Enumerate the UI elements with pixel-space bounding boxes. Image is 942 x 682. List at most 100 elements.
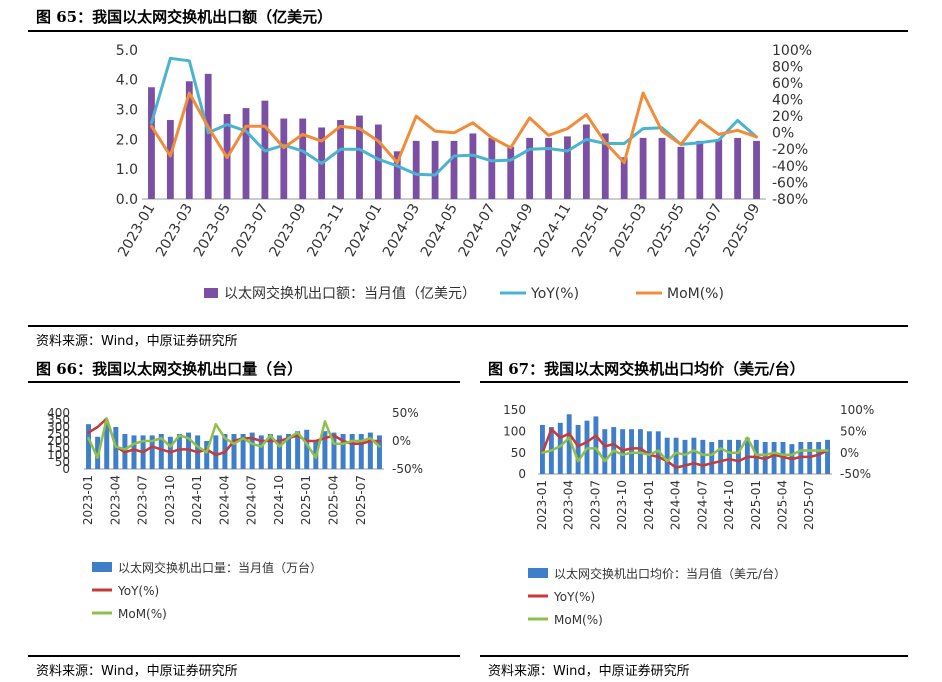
c65-x-tick: 2025-01 — [569, 201, 612, 260]
c65-bar — [658, 137, 666, 199]
c65-legend-label: MoM(%) — [667, 286, 724, 302]
figure67-title: 图 67：我国以太网交换机出口均价（美元/台） — [488, 360, 805, 378]
c65-right-tick: -80% — [772, 192, 808, 208]
c65-bar — [356, 115, 363, 199]
c67-x-tick: 2023-04 — [562, 480, 576, 530]
c66-bar — [213, 435, 219, 469]
c66-right-tick: 50% — [392, 406, 419, 420]
c65-bar — [412, 140, 420, 199]
c65-x-tick: 2023-03 — [153, 201, 196, 260]
figure65-bottom-rule — [28, 325, 908, 327]
c67-bar — [682, 439, 688, 474]
c65-bar — [242, 108, 250, 199]
c67-right-tick: -50% — [840, 467, 871, 481]
c67-x-tick: 2023-10 — [615, 480, 629, 530]
figure67-top-rule — [480, 381, 908, 383]
c65-x-tick: 2024-07 — [456, 201, 499, 260]
c67-x-tick: 2023-07 — [588, 480, 602, 530]
c65-left-tick: 2.0 — [116, 132, 138, 148]
c66-right-tick: -50% — [392, 462, 423, 476]
c65-x-tick: 2024-01 — [342, 201, 385, 260]
c65-x-tick: 2025-03 — [607, 201, 650, 260]
c67-bar — [816, 442, 822, 474]
c65-bar — [507, 146, 515, 199]
c67-x-tick: 2024-01 — [642, 480, 656, 530]
c67-x-tick: 2024-07 — [695, 480, 709, 530]
c66-x-tick: 2023-04 — [108, 475, 122, 525]
c65-bar — [204, 73, 212, 199]
c66-x-tick: 2023-01 — [81, 475, 95, 525]
c65-legend-label: YoY(%) — [530, 286, 579, 302]
c65-left-tick: 4.0 — [116, 73, 138, 89]
c65-bar — [677, 146, 685, 199]
c66-bar — [367, 432, 373, 469]
c67-bar — [736, 439, 741, 474]
c65-right-tick: -20% — [772, 142, 808, 158]
c67-bar — [557, 422, 563, 474]
c66-left-tick: 250 — [47, 427, 70, 441]
c67-left-tick: 150 — [503, 403, 526, 417]
figure66-top-rule — [28, 381, 460, 383]
c66-bar — [349, 434, 355, 469]
c66-series-line-mom — [87, 417, 381, 460]
figure66-source: 资料来源：Wind，中原证券研究所 — [36, 664, 238, 679]
c67-bar — [727, 439, 732, 474]
c67-bar — [664, 437, 670, 474]
c66-bar — [304, 429, 310, 469]
c65-bar — [393, 151, 401, 199]
c65-bar — [601, 133, 609, 199]
c66-left-tick: 200 — [47, 434, 70, 448]
c67-x-tick: 2023-01 — [535, 480, 549, 530]
c67-x-tick: 2024-04 — [669, 480, 683, 530]
c66-bar — [176, 434, 182, 469]
c65-bar — [488, 137, 496, 199]
c67-bar — [593, 416, 599, 474]
c65-left-tick: 0.0 — [116, 192, 138, 208]
c65-x-tick: 2024-05 — [418, 201, 461, 260]
c65-x-tick: 2023-07 — [229, 201, 272, 260]
c65-x-tick: 2023-05 — [191, 201, 234, 260]
c67-left-tick: 100 — [503, 425, 526, 439]
c65-bar — [715, 139, 723, 199]
c67-bar — [673, 437, 679, 474]
c67-legend-label: MoM(%) — [554, 613, 603, 627]
c66-x-tick: 2024-07 — [245, 475, 259, 525]
c67-left-tick: 50 — [511, 446, 526, 460]
c65-x-tick: 2025-09 — [720, 201, 763, 260]
c65-bar — [753, 140, 760, 199]
c67-bar — [575, 424, 581, 474]
c67-x-tick: 2025-01 — [749, 480, 763, 530]
c65-right-tick: 80% — [772, 59, 803, 75]
c66-bar — [240, 434, 246, 469]
figure65-top-rule — [28, 30, 908, 32]
c66-bar — [86, 424, 92, 469]
c65-bar — [696, 140, 704, 199]
c65-x-tick: 2023-09 — [267, 201, 310, 260]
c65-left-tick: 5.0 — [116, 43, 138, 59]
c65-left-tick: 1.0 — [116, 162, 138, 178]
c65-bar — [582, 124, 590, 199]
c66-x-tick: 2025-07 — [354, 475, 368, 525]
figure66-bottom-rule — [28, 655, 460, 657]
c66-bar — [295, 431, 301, 469]
c65-bar — [431, 140, 439, 199]
c66-right-tick: 0% — [392, 434, 411, 448]
c67-bar — [709, 442, 715, 474]
c67-bar — [655, 431, 661, 474]
c65-bar — [450, 140, 458, 199]
c66-x-tick: 2024-10 — [272, 475, 286, 525]
c66-x-tick: 2024-01 — [190, 475, 204, 525]
c66-bar — [204, 441, 210, 469]
c67-bar — [771, 442, 777, 474]
c65-bar — [299, 118, 307, 199]
figure65-source: 资料来源：Wind，中原证券研究所 — [36, 334, 238, 349]
c67-x-tick: 2024-10 — [722, 480, 736, 530]
c66-x-tick: 2024-04 — [217, 475, 231, 525]
c65-bar — [374, 124, 382, 199]
c67-bar — [825, 439, 830, 474]
c67-series-line-yoy — [541, 427, 829, 469]
c65-chart: 0.0 1.0 2.0 3.0 4.0 5.0 -80%-60%-40%-20%0%20%4… — [115, 43, 812, 302]
c65-legend-label: 以太网交换机出口额：当月值（亿美元） — [224, 285, 476, 302]
c67-right-tick: 0% — [840, 446, 859, 460]
c65-x-tick: 2025-05 — [645, 201, 688, 260]
